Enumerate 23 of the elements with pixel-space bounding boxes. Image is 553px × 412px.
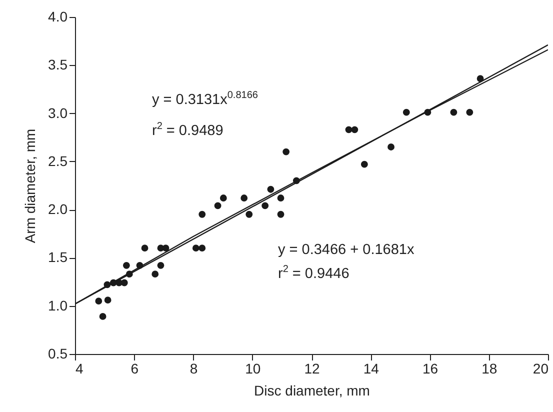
x-tick-label: 6: [130, 360, 139, 376]
x-tick-label: 12: [304, 360, 320, 376]
y-tick-label: 1.5: [48, 249, 68, 266]
x-tick-label: 20: [532, 360, 549, 376]
y-tick-label: 3.0: [48, 104, 68, 121]
x-tick-label: 10: [245, 360, 261, 376]
x-tick-label: 18: [482, 360, 498, 376]
x-axis-title: Disc diameter, mm: [254, 382, 370, 398]
y-tick-label: 4.0: [48, 8, 68, 24]
x-tick-label: 14: [363, 360, 380, 376]
y-tick-label: 2.0: [48, 201, 68, 218]
x-tick-label: 16: [422, 360, 438, 376]
y-axis-title: Arm diameter, mm: [22, 128, 38, 244]
annotation: r$^{2}$ = 0.9489: [152, 121, 224, 139]
y-tick-label: 1.0: [48, 297, 68, 314]
x-tick-label: 4: [76, 360, 84, 376]
y-tick-label: 0.5: [48, 346, 68, 362]
annotation: r$^{2}$ = 0.9446: [278, 264, 350, 282]
x-tick-label: 8: [190, 360, 198, 376]
annotation: y = 0.3466 + 0.1681x: [278, 242, 414, 258]
y-tick-label: 2.5: [48, 152, 68, 169]
annotation: y = 0.3131x$^{0.8166}$: [152, 90, 258, 108]
y-tick-label: 3.5: [48, 56, 68, 73]
